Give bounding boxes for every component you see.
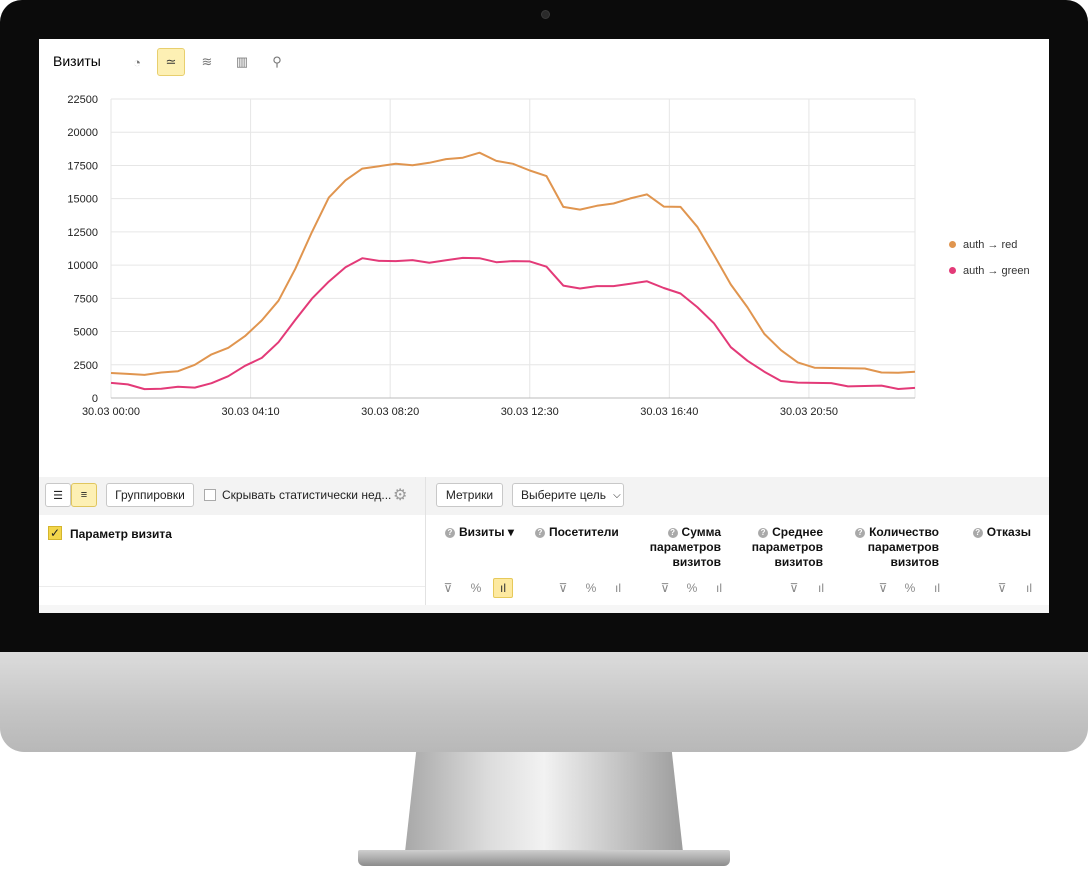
- y-tick-label: 10000: [67, 260, 98, 272]
- x-tick-label: 30.03 12:30: [501, 406, 559, 418]
- pie-chart-button[interactable]: ◔: [123, 48, 151, 76]
- monitor-chin: [0, 652, 1088, 752]
- y-tick-label: 7500: [74, 293, 98, 305]
- y-tick-label: 0: [92, 393, 98, 405]
- legend-dot-red: [949, 241, 956, 248]
- col-header-visitors[interactable]: ? Посетители: [535, 525, 621, 540]
- x-tick-label: 30.03 20:50: [780, 406, 838, 418]
- help-icon[interactable]: ?: [972, 528, 983, 538]
- series-line-green: [110, 256, 916, 391]
- y-tick-label: 12500: [67, 227, 98, 239]
- filter-icon[interactable]: ⊽: [997, 581, 1007, 595]
- percent-icon[interactable]: %: [470, 581, 482, 595]
- x-tick-label: 30.03 16:40: [640, 406, 698, 418]
- bar-mini-icon[interactable]: ıl: [1026, 581, 1032, 595]
- col-avg-line2: параметров: [751, 540, 823, 554]
- column-chart-button[interactable]: ▥: [228, 48, 256, 76]
- line-chart-button[interactable]: ≃: [157, 48, 185, 76]
- col-count-line2: параметров: [867, 540, 939, 554]
- hide-insignificant-checkbox[interactable]: [204, 489, 216, 501]
- legend-item-red[interactable]: auth → red: [949, 237, 1030, 252]
- y-tick-label: 22500: [67, 94, 98, 106]
- help-icon[interactable]: ?: [445, 528, 455, 538]
- column-chart-icon: ▥: [235, 54, 249, 69]
- y-tick-label: 15000: [67, 194, 98, 206]
- groupings-button[interactable]: Группировки: [106, 483, 194, 507]
- filter-icon[interactable]: ⊽: [878, 581, 888, 595]
- col-count-line3: визитов: [890, 555, 939, 569]
- hide-insignificant-label: Скрывать статистически нед...: [222, 488, 392, 502]
- col-visitors-label: Посетители: [549, 525, 619, 539]
- help-icon[interactable]: ?: [535, 528, 545, 538]
- col-sum-line1: Сумма: [681, 525, 721, 539]
- col-avg-line1: Среднее: [772, 525, 823, 539]
- col-header-count[interactable]: ? Количество параметров визитов: [839, 525, 939, 570]
- series-line-red: [110, 151, 916, 376]
- filter-icon[interactable]: ⊽: [789, 581, 799, 595]
- y-tick-label: 20000: [67, 127, 98, 139]
- list-view-button[interactable]: ☰: [45, 483, 71, 507]
- table-body-strip: [39, 605, 1049, 613]
- bar-mini-icon[interactable]: ıl: [934, 581, 940, 595]
- tree-icon: ≡: [80, 489, 88, 501]
- bar-mini-icon[interactable]: ıl: [493, 578, 513, 598]
- app-screen: Визиты ◔ ≃ ≋ ▥ ⚲ 0 2500 5000 7500 10000 12500…: [39, 39, 1049, 613]
- percent-icon[interactable]: %: [904, 581, 916, 595]
- filter-icon[interactable]: ⊽: [558, 581, 568, 595]
- monitor-stand: [405, 752, 683, 852]
- list-icon: ☰: [53, 489, 63, 502]
- monitor-base: [358, 850, 730, 866]
- legend-label-red: auth → red: [963, 238, 1018, 251]
- filter-icon[interactable]: ⊽: [660, 581, 670, 595]
- help-icon[interactable]: ?: [667, 528, 678, 538]
- visits-line-chart: 0 2500 5000 7500 10000 12500 15000 17500 20000 22…: [67, 94, 916, 418]
- col-count-line1: Количество: [869, 525, 939, 539]
- col-sum-line2: параметров: [649, 540, 721, 554]
- col-header-average[interactable]: ? Среднее параметров визитов: [739, 525, 823, 570]
- pie-chart-icon: ◔: [133, 54, 141, 70]
- percent-icon[interactable]: %: [686, 581, 698, 595]
- map-chart-button[interactable]: ⚲: [263, 48, 291, 76]
- col-header-visits[interactable]: ? Визиты ▾: [445, 525, 519, 540]
- chart-legend: auth → red auth → green: [949, 237, 1030, 289]
- y-tick-label: 5000: [74, 327, 98, 339]
- filter-icon[interactable]: ⊽: [443, 581, 453, 595]
- camera-icon: [541, 10, 550, 19]
- stacked-area-button[interactable]: ≋: [193, 48, 221, 76]
- tree-view-button[interactable]: ≡: [71, 483, 97, 507]
- chevron-down-icon: ⌵: [613, 489, 621, 501]
- bar-mini-icon[interactable]: ıl: [818, 581, 824, 595]
- table-column-divider: [425, 477, 426, 613]
- map-pin-icon: ⚲: [272, 54, 282, 69]
- legend-dot-green: [949, 267, 956, 274]
- goal-select[interactable]: Выберите цель ⌵: [512, 483, 624, 507]
- percent-icon[interactable]: %: [585, 581, 597, 595]
- y-tick-label: 17500: [67, 160, 98, 172]
- help-icon[interactable]: ?: [758, 528, 769, 538]
- stacked-area-icon: ≋: [201, 54, 213, 69]
- x-tick-label: 30.03 00:00: [82, 406, 140, 418]
- gear-icon[interactable]: ⚙: [393, 487, 408, 504]
- report-title: Визиты: [53, 53, 101, 69]
- metrics-button[interactable]: Метрики: [436, 483, 503, 507]
- col-bounces-label: Отказы: [986, 525, 1031, 539]
- col-sum-line3: визитов: [672, 555, 721, 569]
- col-header-sum[interactable]: ? Сумма параметров визитов: [639, 525, 721, 570]
- bar-mini-icon[interactable]: ıl: [716, 581, 722, 595]
- legend-item-green[interactable]: auth → green: [949, 263, 1030, 278]
- y-tick-label: 2500: [74, 360, 98, 372]
- param-column-header: Параметр визита: [70, 527, 172, 541]
- param-checkbox[interactable]: ✓: [48, 526, 62, 540]
- col-header-bounces[interactable]: ? Отказы: [959, 525, 1031, 540]
- x-tick-label: 30.03 08:20: [361, 406, 419, 418]
- col-visits-label: Визиты ▾: [459, 525, 514, 539]
- bar-mini-icon[interactable]: ıl: [615, 581, 621, 595]
- goal-select-label: Выберите цель: [521, 488, 607, 502]
- legend-label-green: auth → green: [963, 264, 1030, 277]
- row-divider: [39, 586, 425, 587]
- x-tick-label: 30.03 04:10: [222, 406, 280, 418]
- help-icon[interactable]: ?: [855, 528, 866, 538]
- line-chart-icon: ≃: [165, 54, 177, 69]
- col-avg-line3: визитов: [774, 555, 823, 569]
